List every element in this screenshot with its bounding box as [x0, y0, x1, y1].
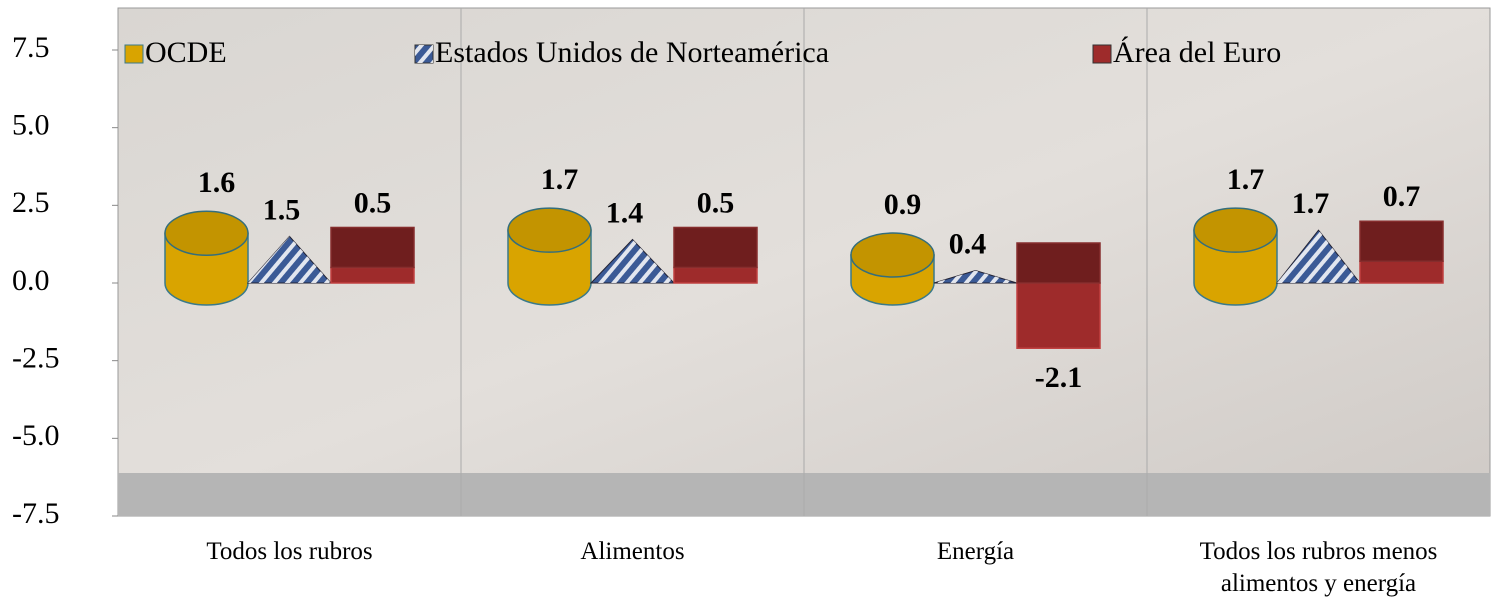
- y-tick-label: 2.5: [12, 186, 50, 219]
- bar: [673, 266, 758, 284]
- pyramid-stripes: [591, 239, 674, 283]
- bar-top: [330, 226, 415, 269]
- chart-body: 7.5 5.0 2.5 0.0 -2.5 -5.0 -7.5 1.6 1.7 0.9 1.7 1.5 1…: [12, 8, 1444, 530]
- legend-swatch: [1092, 44, 1112, 64]
- bar: [1016, 282, 1101, 349]
- legend-label: Estados Unidos de Norteamérica: [435, 36, 829, 69]
- legend-label: OCDE: [145, 36, 227, 69]
- cylinder-top: [507, 207, 592, 253]
- data-label: 1.7: [541, 163, 579, 196]
- bar: [330, 266, 415, 284]
- data-label: 0.4: [949, 227, 987, 260]
- y-tick-label: -2.5: [12, 342, 60, 375]
- data-label: 1.5: [263, 193, 301, 226]
- legend-swatch: [124, 44, 144, 64]
- data-label: 1.7: [1292, 187, 1330, 220]
- x-tick-label: Alimentos: [580, 538, 685, 565]
- y-tick-label: 5.0: [12, 109, 50, 142]
- pyramid-stripes: [1277, 230, 1360, 283]
- bar: [1359, 260, 1444, 284]
- legend-swatch-stripes: [415, 45, 433, 63]
- cylinder-top: [850, 232, 935, 278]
- x-tick-label: Todos los rubros: [206, 538, 373, 565]
- cylinder-top: [1193, 207, 1278, 253]
- y-tick-label: -7.5: [12, 497, 60, 530]
- legend-label: Área del Euro: [1113, 36, 1281, 69]
- data-label: 1.4: [606, 196, 644, 229]
- x-tick-label: Todos los rubros menos alimentos y energ…: [1199, 538, 1438, 597]
- data-label: 1.6: [198, 166, 236, 199]
- data-label: 1.7: [1227, 163, 1265, 196]
- data-label: -2.1: [1035, 361, 1083, 394]
- data-label: 0.7: [1383, 180, 1421, 213]
- data-label: 0.9: [884, 188, 922, 221]
- y-tick-label: 0.0: [12, 264, 50, 297]
- pyramid-stripes: [934, 270, 1017, 283]
- y-tick-label: 7.5: [12, 31, 50, 64]
- bar-top: [673, 226, 758, 269]
- x-tick-label: Energía: [936, 538, 1015, 565]
- data-label: 0.5: [354, 186, 392, 219]
- y-tick-label: -5.0: [12, 419, 60, 452]
- pyramid-stripes: [248, 236, 331, 283]
- data-label: 0.5: [697, 186, 735, 219]
- bar-top: [1359, 220, 1444, 263]
- cylinder-top: [164, 210, 249, 257]
- bar-top: [1016, 242, 1101, 284]
